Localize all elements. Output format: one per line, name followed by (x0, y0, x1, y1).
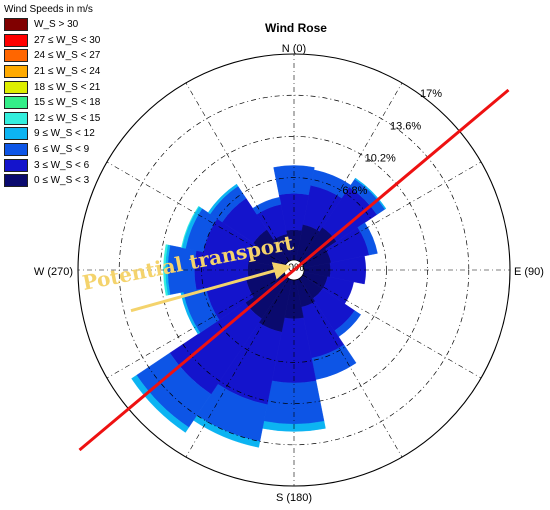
legend-label: 12 ≤ W_S < 15 (34, 112, 101, 124)
legend-item: 15 ≤ W_S < 18 (4, 95, 154, 111)
legend-swatch (4, 18, 28, 32)
radial-tick-label: 6.8% (342, 185, 367, 197)
polar-grid (77, 53, 511, 487)
legend-swatch (4, 174, 28, 188)
radial-tick-label: 10.2% (365, 153, 396, 165)
legend-label: 15 ≤ W_S < 18 (34, 97, 101, 109)
wind-sector-segment (207, 183, 239, 215)
wind-sector-segment (329, 255, 366, 285)
legend-label: W_S > 30 (34, 19, 79, 31)
legend-swatch (4, 65, 28, 79)
legend-label: 0 ≤ W_S < 3 (34, 175, 90, 187)
legend-label: 9 ≤ W_S < 12 (34, 128, 95, 140)
wind-sector-segment (252, 196, 282, 215)
south-label: S (180) (276, 492, 312, 504)
legend-swatch (4, 49, 28, 63)
legend-label: 27 ≤ W_S < 30 (34, 34, 101, 46)
radial-tick-label: 17% (420, 88, 442, 100)
legend-item: 24 ≤ W_S < 27 (4, 48, 154, 64)
transport-axis-line (78, 88, 510, 452)
legend-item: 18 ≤ W_S < 21 (4, 79, 154, 95)
east-label: E (90) (514, 266, 544, 278)
grid-ring (201, 177, 387, 363)
legend-item: W_S > 30 (4, 17, 154, 33)
wind-sector-segment (163, 244, 168, 296)
grid-spoke (185, 278, 290, 458)
legend-swatch (4, 143, 28, 157)
grid-spoke (106, 274, 286, 379)
radial-tick-label: 13.6% (390, 120, 421, 132)
legend-swatch (4, 158, 28, 172)
legend: Wind Speeds in m/s W_S > 30 27 ≤ W_S < 30… (4, 4, 154, 189)
legend-rows: W_S > 30 27 ≤ W_S < 30 24 ≤ W_S < 27 21 ≤ W… (4, 17, 154, 189)
wind-sector-segment (357, 222, 378, 256)
grid-spoke (298, 278, 403, 458)
legend-label: 6 ≤ W_S < 9 (34, 144, 90, 156)
grid-spoke (185, 82, 290, 262)
wind-sector-segment (354, 177, 387, 210)
legend-item: 3 ≤ W_S < 6 (4, 157, 154, 173)
grid-spoke (302, 274, 482, 379)
legend-swatch (4, 33, 28, 47)
legend-title: Wind Speeds in m/s (4, 4, 93, 15)
legend-item: 9 ≤ W_S < 12 (4, 126, 154, 142)
wind-sector-segment (273, 165, 315, 196)
annotation-layer (78, 88, 510, 452)
north-label: N (0) (282, 43, 306, 55)
legend-swatch (4, 127, 28, 141)
transport-arrow (130, 262, 292, 313)
grid-spoke (298, 82, 403, 262)
legend-item: 21 ≤ W_S < 24 (4, 64, 154, 80)
wind-sector-segment (181, 205, 200, 248)
chart-title: Wind Rose (265, 21, 327, 35)
legend-swatch (4, 96, 28, 110)
legend-swatch (4, 111, 28, 125)
legend-label: 3 ≤ W_S < 6 (34, 159, 90, 171)
legend-item: 12 ≤ W_S < 15 (4, 111, 154, 127)
grid-spoke (106, 161, 286, 266)
legend-item: 0 ≤ W_S < 3 (4, 173, 154, 189)
wind-sector-segment (131, 374, 190, 433)
legend-label: 18 ≤ W_S < 21 (34, 81, 101, 93)
legend-item: 6 ≤ W_S < 9 (4, 142, 154, 158)
legend-label: 21 ≤ W_S < 24 (34, 66, 101, 78)
legend-item: 27 ≤ W_S < 30 (4, 33, 154, 49)
sector-layer (131, 165, 387, 448)
west-label: W (270) (34, 266, 73, 278)
legend-label: 24 ≤ W_S < 27 (34, 50, 101, 62)
legend-swatch (4, 80, 28, 94)
grid-spoke (302, 161, 482, 266)
